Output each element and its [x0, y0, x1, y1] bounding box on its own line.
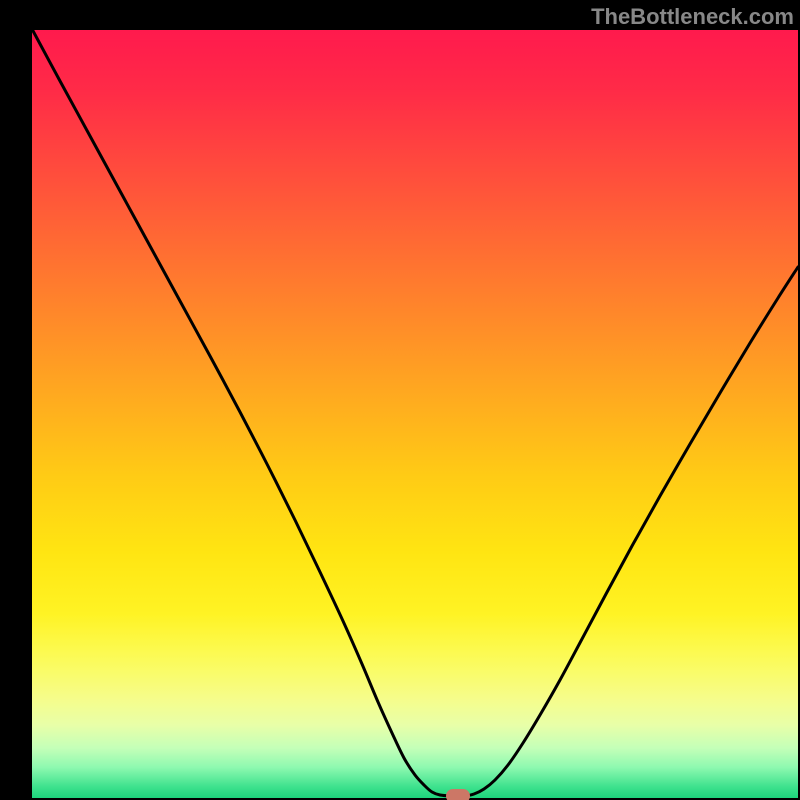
chart-container: TheBottleneck.com	[0, 0, 800, 800]
bottleneck-curve	[0, 0, 800, 800]
optimal-marker	[446, 789, 470, 800]
watermark-text: TheBottleneck.com	[591, 4, 794, 30]
